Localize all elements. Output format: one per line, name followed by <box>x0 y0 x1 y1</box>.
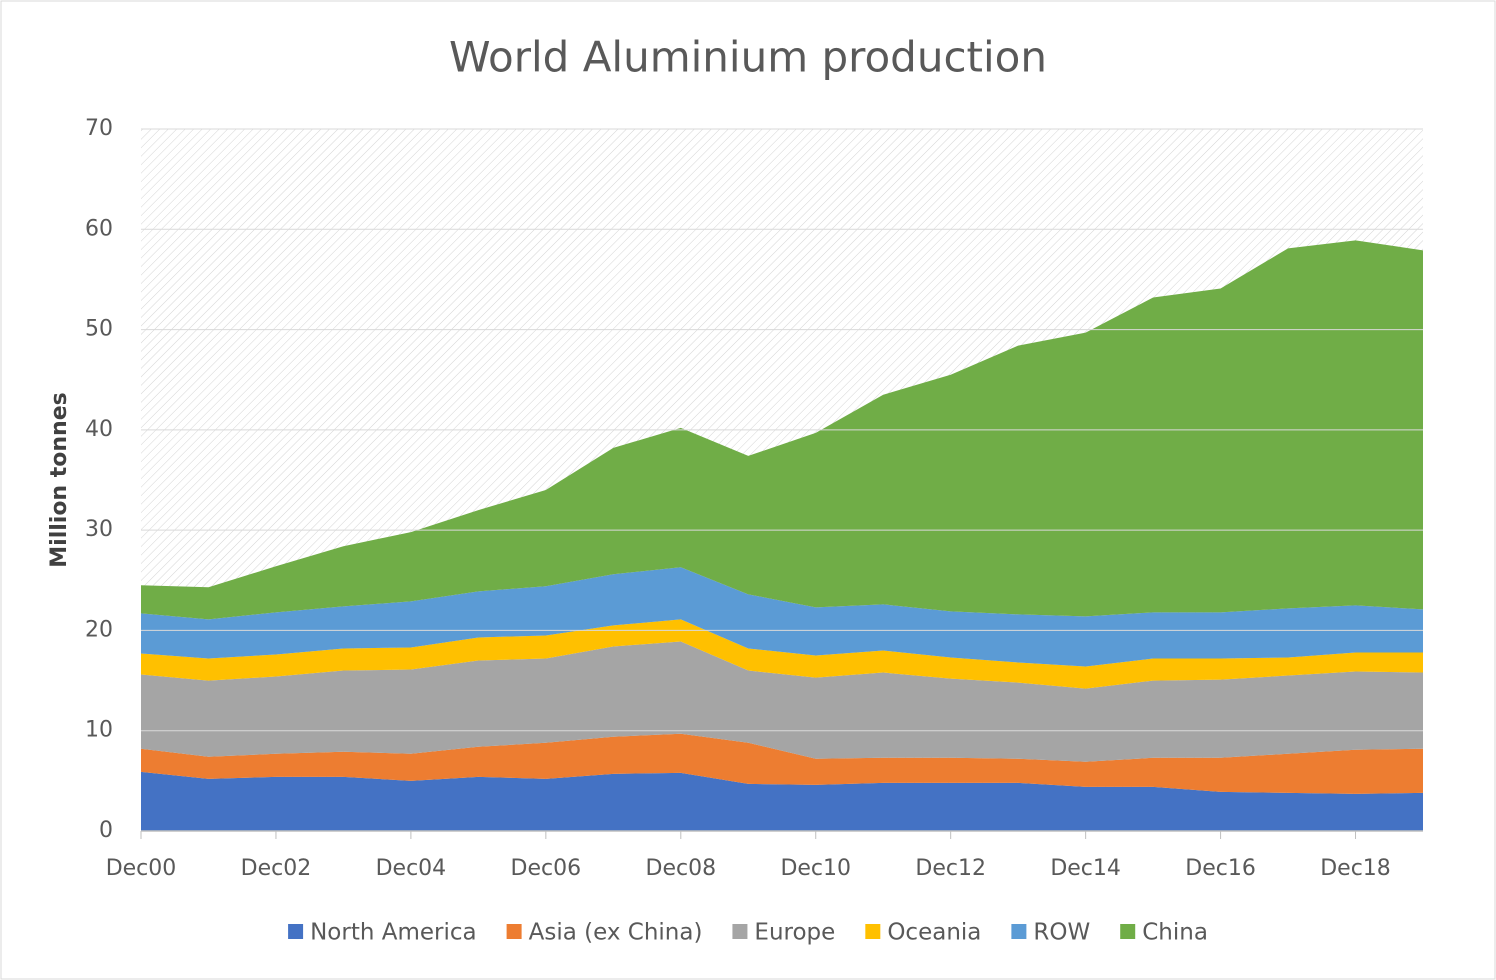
legend-swatch <box>732 924 748 939</box>
areas <box>141 240 1423 831</box>
legend: North America Asia (ex China) Europe Oceani… <box>288 920 1208 946</box>
x-tick-label: Dec10 <box>780 856 851 881</box>
x-tick-label: Dec04 <box>376 856 447 881</box>
x-tick-label: Dec08 <box>646 856 717 881</box>
y-tick-label: 20 <box>85 617 113 642</box>
y-tick-label: 0 <box>99 818 113 843</box>
legend-label: ROW <box>1033 920 1090 946</box>
legend-label: North America <box>310 920 477 946</box>
legend-label: Asia (ex China) <box>529 920 703 946</box>
y-tick-label: 40 <box>85 417 113 442</box>
area <box>141 771 1423 831</box>
x-tick-label: Dec06 <box>511 856 582 881</box>
area <box>141 240 1423 620</box>
legend-swatch <box>1120 924 1136 939</box>
y-tick-label: 50 <box>85 317 113 342</box>
x-tick-label: Dec12 <box>915 856 986 881</box>
chart-title: World Aluminium production <box>449 33 1047 82</box>
legend-swatch <box>1011 924 1027 939</box>
x-tick-label: Dec18 <box>1320 856 1391 881</box>
y-tick-label: 30 <box>85 517 113 542</box>
x-tick-label: Dec14 <box>1050 856 1121 881</box>
legend-swatch <box>506 924 522 939</box>
legend-label: China <box>1142 920 1208 946</box>
area <box>141 567 1423 667</box>
legend-swatch <box>288 924 304 939</box>
area <box>141 619 1423 689</box>
y-tick-label: 60 <box>85 216 113 241</box>
x-tick-label: Dec16 <box>1185 856 1256 881</box>
x-tick-label: Dec00 <box>106 856 177 881</box>
area <box>141 733 1423 794</box>
y-tick-label: 10 <box>85 718 113 743</box>
x-tick-label: Dec02 <box>241 856 312 881</box>
legend-label: Europe <box>754 920 835 946</box>
y-axis-label: Million tonnes <box>47 392 72 567</box>
y-tick-label: 70 <box>85 116 113 141</box>
legend-swatch <box>865 924 881 939</box>
area <box>141 641 1423 762</box>
legend-label: Oceania <box>887 920 981 946</box>
